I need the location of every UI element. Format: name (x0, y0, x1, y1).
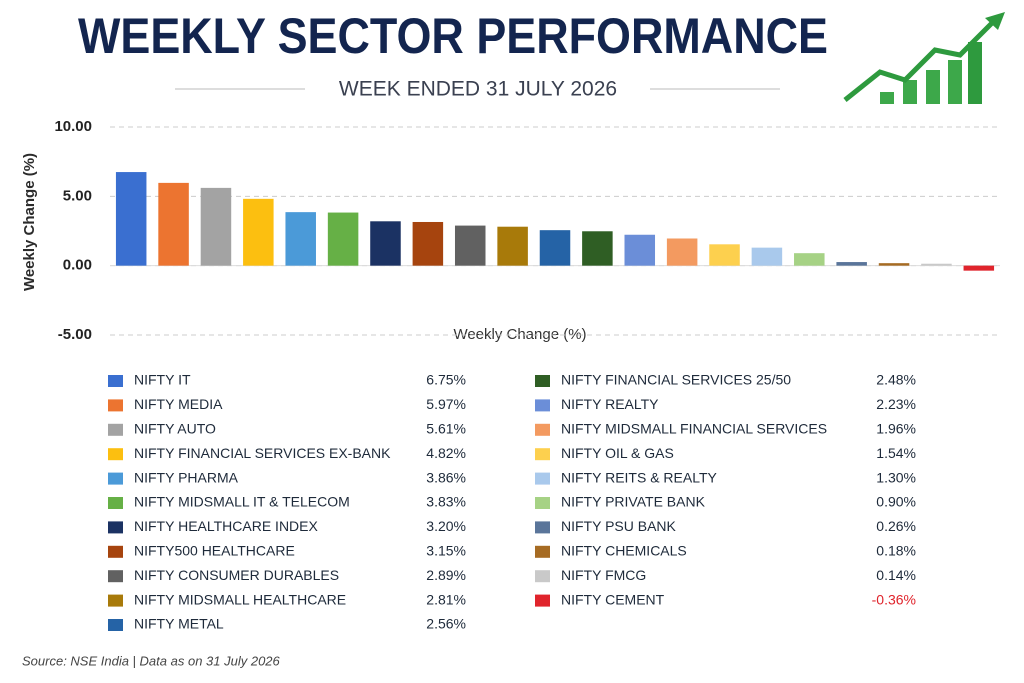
legend-value: 1.30% (876, 469, 916, 485)
legend-label: NIFTY REALTY (561, 396, 659, 412)
bar (200, 187, 232, 266)
bar (497, 226, 528, 266)
legend-swatch (108, 448, 123, 461)
legend-label: NIFTY AUTO (134, 421, 216, 437)
legend-label: NIFTY PSU BANK (561, 518, 677, 534)
legend-swatch (108, 521, 123, 534)
bar (794, 253, 825, 266)
bar (963, 265, 995, 271)
legend-value: 2.23% (876, 396, 916, 412)
bar (285, 212, 316, 266)
bar (582, 231, 613, 266)
legend-value: 6.75% (426, 372, 466, 388)
bar (751, 247, 783, 266)
legend-swatch (535, 497, 550, 509)
legend-label: NIFTY MIDSMALL IT & TELECOM (134, 494, 350, 510)
legend-swatch (535, 545, 550, 558)
legend-label: NIFTY CEMENT (561, 591, 665, 607)
legend-label: NIFTY PHARMA (134, 469, 239, 485)
bar (158, 182, 189, 266)
legend-label: NIFTY CHEMICALS (561, 543, 687, 559)
legend-swatch (535, 423, 550, 436)
legend-value: -0.36% (872, 591, 916, 607)
legend-value: 5.61% (426, 421, 466, 437)
legend-value: 2.81% (426, 591, 466, 607)
legend-swatch (108, 423, 123, 436)
legend-label: NIFTY METAL (134, 616, 224, 632)
bar (921, 263, 952, 266)
legend-value: 0.26% (876, 518, 916, 534)
bar (878, 263, 910, 266)
legend-swatch (535, 472, 550, 485)
legend-swatch (535, 594, 550, 607)
legend-swatch (535, 375, 550, 387)
bar (836, 262, 867, 266)
bar (624, 234, 656, 266)
legend-label: NIFTY MIDSMALL FINANCIAL SERVICES (561, 421, 827, 437)
legend-swatch (108, 594, 123, 607)
legend-label: NIFTY FINANCIAL SERVICES EX-BANK (134, 445, 391, 461)
legend-value: 5.97% (426, 396, 466, 412)
bar (412, 221, 444, 266)
chart-subtitle: WEEK ENDED 31 JULY 2026 (339, 78, 617, 101)
legend-label: NIFTY MEDIA (134, 396, 223, 412)
legend-value: 3.83% (426, 494, 466, 510)
legend-label: NIFTY REITS & REALTY (561, 469, 718, 485)
legend-value: 3.20% (426, 518, 466, 534)
legend-swatch (108, 375, 123, 387)
legend-swatch (535, 399, 550, 412)
legend-swatch (108, 399, 123, 412)
bar (539, 230, 571, 266)
y-tick-label: 10.00 (54, 118, 92, 135)
bar (115, 172, 147, 266)
bar (243, 198, 274, 266)
legend-swatch (108, 497, 123, 509)
legend-swatch (535, 448, 550, 461)
y-axis-label: Weekly Change (%) (21, 153, 38, 291)
source-note: Source: NSE India | Data as on 31 July 2… (22, 653, 281, 668)
y-tick-label: 5.00 (63, 187, 92, 204)
y-tick-label: 0.00 (63, 257, 92, 274)
legend-value: 0.90% (876, 494, 916, 510)
legend-value: 3.86% (426, 469, 466, 485)
legend-swatch (108, 545, 123, 558)
legend-swatch (108, 472, 123, 485)
legend-swatch (535, 570, 550, 583)
legend-label: NIFTY PRIVATE BANK (561, 494, 706, 510)
y-tick-label: -5.00 (58, 326, 92, 343)
legend-swatch (535, 521, 550, 534)
legend-value: 3.15% (426, 543, 466, 559)
legend-value: 1.54% (876, 445, 916, 461)
legend-label: NIFTY HEALTHCARE INDEX (134, 518, 319, 534)
legend-value: 0.14% (876, 567, 916, 583)
chart-title: WEEKLY SECTOR PERFORMANCE (78, 8, 828, 64)
bar (454, 225, 486, 266)
growth-icon (843, 12, 1005, 104)
bar (666, 238, 698, 266)
legend-value: 2.56% (426, 616, 466, 632)
legend-value: 2.48% (876, 372, 916, 388)
legend-label: NIFTY CONSUMER DURABLES (134, 567, 339, 583)
bar (709, 244, 740, 266)
bar (370, 221, 401, 266)
legend-label: NIFTY IT (134, 372, 191, 388)
legend-label: NIFTY MIDSMALL HEALTHCARE (134, 591, 346, 607)
x-axis-label: Weekly Change (%) (453, 326, 586, 343)
legend-label: NIFTY FMCG (561, 567, 646, 583)
legend-swatch (108, 619, 123, 631)
bar (327, 212, 359, 266)
legend-value: 0.18% (876, 543, 916, 559)
legend-value: 4.82% (426, 445, 466, 461)
legend-value: 1.96% (876, 421, 916, 437)
legend-label: NIFTY500 HEALTHCARE (134, 543, 295, 559)
legend-swatch (108, 570, 123, 583)
legend-label: NIFTY FINANCIAL SERVICES 25/50 (561, 372, 791, 388)
legend-value: 2.89% (426, 567, 466, 583)
legend-label: NIFTY OIL & GAS (561, 445, 674, 461)
